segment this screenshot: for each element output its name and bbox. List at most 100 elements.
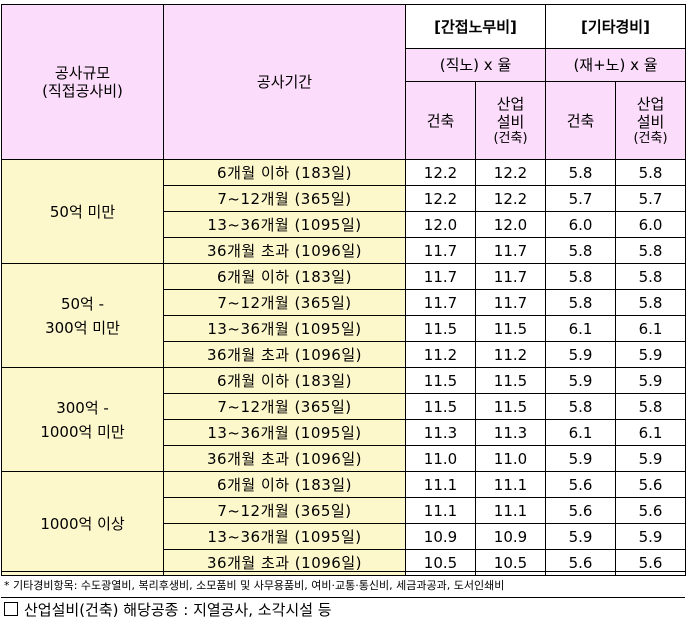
header-other-building: 건축 — [545, 81, 616, 160]
header-industrial-line1: 산업 — [636, 94, 665, 113]
other-building-cell: 5.9 — [545, 367, 616, 394]
period-cell: 13~36개월 (1095일) — [163, 315, 406, 342]
other-building-cell: 5.8 — [545, 159, 616, 186]
period-cell: 7~12개월 (365일) — [163, 497, 406, 524]
header-scale-line2: (직접공사비) — [42, 82, 123, 100]
other-building-cell: 5.9 — [545, 523, 616, 550]
header-scale: 공사규모 (직접공사비) — [1, 4, 164, 160]
other-industrial-cell: 5.8 — [614, 263, 686, 290]
indirect-industrial-cell: 11.7 — [475, 263, 546, 290]
other-building-cell: 5.8 — [545, 237, 616, 264]
period-cell: 13~36개월 (1095일) — [163, 523, 406, 550]
scale-cell: 50억 - 300억 미만 — [1, 263, 164, 368]
other-industrial-cell: 5.8 — [614, 159, 686, 186]
table-row: 36개월 초과 (1096일) 11.7 11.7 5.8 5.8 — [2, 237, 686, 264]
other-industrial-cell: 5.9 — [614, 341, 686, 368]
period-cell: 6개월 이하 (183일) — [163, 367, 406, 394]
header-industrial-line3: (건축) — [493, 130, 528, 146]
table-row: 13~36개월 (1095일) 12.0 12.0 6.0 6.0 — [2, 211, 686, 238]
table-row: 13~36개월 (1095일) 10.9 10.9 5.9 5.9 — [2, 523, 686, 550]
indirect-industrial-cell: 11.3 — [475, 419, 546, 446]
indirect-building-cell: 11.5 — [405, 393, 476, 420]
period-cell: 6개월 이하 (183일) — [163, 263, 406, 290]
header-scale-line1: 공사규모 — [54, 64, 111, 82]
period-cell: 36개월 초과 (1096일) — [163, 341, 406, 368]
scale-line: 1000억 미만 — [40, 422, 125, 441]
other-industrial-cell: 5.8 — [614, 289, 686, 316]
indirect-industrial-cell: 10.9 — [475, 523, 546, 550]
other-industrial-cell: 6.1 — [614, 419, 686, 446]
header-industrial-line2: 설비 — [496, 112, 525, 131]
other-building-cell: 5.6 — [545, 497, 616, 524]
indirect-industrial-cell: 11.5 — [475, 393, 546, 420]
indirect-building-cell: 11.1 — [405, 497, 476, 524]
scale-cell: 50억 미만 — [1, 159, 164, 264]
indirect-industrial-cell: 11.7 — [475, 237, 546, 264]
other-building-cell: 5.7 — [545, 185, 616, 212]
header-industrial-line1: 산업 — [496, 94, 525, 113]
period-cell: 7~12개월 (365일) — [163, 393, 406, 420]
period-cell: 7~12개월 (365일) — [163, 289, 406, 316]
other-building-cell: 5.8 — [545, 289, 616, 316]
table-body: 50억 미만 6개월 이하 (183일) 12.2 12.2 5.8 5.8 7~12개월 … — [1, 159, 686, 576]
other-building-cell: 6.1 — [545, 419, 616, 446]
header-other-formula: (재+노) x 율 — [544, 48, 686, 82]
indirect-building-cell: 11.5 — [405, 367, 476, 394]
indirect-building-cell: 11.1 — [405, 471, 476, 498]
table-row: 7~12개월 (365일) 12.2 12.2 5.7 5.7 — [2, 185, 686, 212]
header-industrial-line3: (건축) — [633, 130, 668, 146]
period-cell: 13~36개월 (1095일) — [163, 419, 406, 446]
other-industrial-cell: 5.8 — [614, 393, 686, 420]
period-cell: 36개월 초과 (1096일) — [163, 445, 406, 472]
indirect-building-cell: 12.0 — [405, 211, 476, 238]
indirect-building-cell: 11.5 — [405, 315, 476, 342]
footnote-industrial-text: 산업설비(건축) 해당공종 : 지열공사, 소각시설 등 — [24, 601, 332, 619]
indirect-industrial-cell: 12.2 — [475, 159, 546, 186]
header-indirect-building: 건축 — [405, 81, 476, 160]
table-row: 7~12개월 (365일) 11.1 11.1 5.6 5.6 — [2, 497, 686, 524]
indirect-building-cell: 12.2 — [405, 159, 476, 186]
header-indirect-formula: (직노) x 율 — [405, 48, 546, 82]
footnote-expense-items: * 기타경비항목: 수도광열비, 복리후생비, 소모품비 및 사무용품비, 여비… — [4, 579, 505, 592]
indirect-industrial-cell: 11.5 — [475, 367, 546, 394]
header-period: 공사기간 — [163, 4, 406, 160]
scale-cell: 1000억 이상 — [1, 471, 164, 576]
other-building-cell: 5.6 — [545, 471, 616, 498]
scale-line: 300억 미만 — [45, 318, 120, 337]
indirect-industrial-cell: 11.1 — [475, 497, 546, 524]
header-indirect-industrial: 산업 설비 (건축) — [475, 81, 546, 160]
indirect-industrial-cell: 12.0 — [475, 211, 546, 238]
scale-line: 300억 - — [56, 398, 109, 417]
other-building-cell: 5.9 — [545, 341, 616, 368]
other-industrial-cell: 5.6 — [614, 497, 686, 524]
indirect-building-cell: 11.0 — [405, 445, 476, 472]
period-cell: 13~36개월 (1095일) — [163, 211, 406, 238]
other-building-cell: 5.9 — [545, 445, 616, 472]
table-row: 36개월 초과 (1096일) 11.2 11.2 5.9 5.9 — [2, 341, 686, 368]
other-industrial-cell: 5.9 — [614, 445, 686, 472]
other-building-cell: 6.0 — [545, 211, 616, 238]
header-other-expenses: [기타경비] — [544, 4, 686, 49]
table-row: 50억 미만 6개월 이하 (183일) 12.2 12.2 5.8 5.8 — [1, 159, 686, 264]
table-row: 7~12개월 (365일) 11.7 11.7 5.8 5.8 — [2, 289, 686, 316]
rate-table: 공사규모 (직접공사비) 공사기간 [간접노무비] [기타경비] (직노) x … — [1, 4, 686, 576]
table-row: 7~12개월 (365일) 11.5 11.5 5.8 5.8 — [2, 393, 686, 420]
header-other-industrial: 산업 설비 (건축) — [614, 81, 686, 160]
other-building-cell: 6.1 — [545, 315, 616, 342]
indirect-industrial-cell: 11.5 — [475, 315, 546, 342]
table-row: 300억 -1000억 미만 6개월 이하 (183일) 11.5 11.5 5.9 5.… — [1, 367, 686, 472]
period-cell: 36개월 초과 (1096일) — [163, 237, 406, 264]
other-industrial-cell: 5.9 — [614, 523, 686, 550]
indirect-building-cell: 11.2 — [405, 341, 476, 368]
header-indirect-labor: [간접노무비] — [405, 4, 546, 49]
other-industrial-cell: 5.9 — [614, 367, 686, 394]
period-cell: 6개월 이하 (183일) — [163, 471, 406, 498]
table-row: 13~36개월 (1095일) 11.5 11.5 6.1 6.1 — [2, 315, 686, 342]
period-cell: 7~12개월 (365일) — [163, 185, 406, 212]
scale-line: 50억 미만 — [49, 202, 116, 221]
scale-line: 50억 - — [60, 294, 105, 313]
other-industrial-cell: 5.8 — [614, 237, 686, 264]
indirect-industrial-cell: 11.7 — [475, 289, 546, 316]
empty-square-icon — [4, 602, 18, 616]
other-industrial-cell: 5.6 — [614, 471, 686, 498]
